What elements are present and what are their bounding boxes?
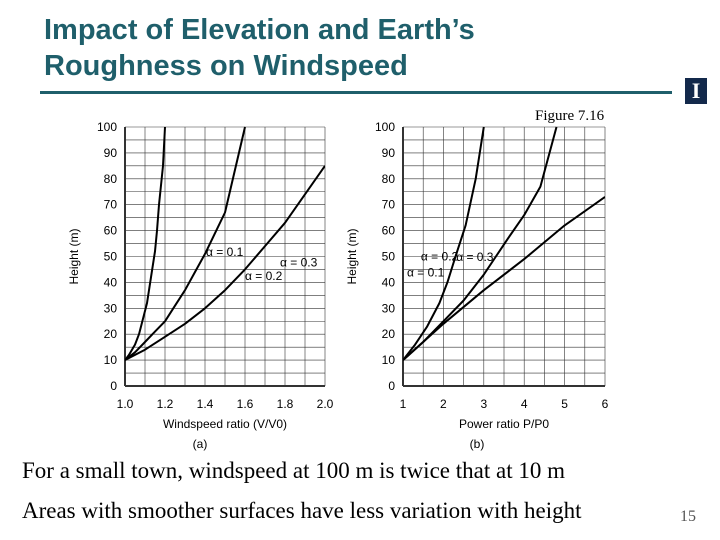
panel-a-xtick-label: 2.0 — [317, 397, 334, 411]
panel-a-ytick-label: 60 — [104, 224, 118, 238]
panel-a-ytick-label: 80 — [104, 172, 118, 186]
panel-a-panel-label: (a) — [193, 437, 208, 451]
panel-b-x-axis-label: Power ratio P/P0 — [459, 417, 549, 431]
title-line-1: Impact of Elevation and Earth’s — [44, 14, 475, 46]
panel-b-series-label-1: α = 0.1 — [407, 265, 445, 279]
panel-b-y-axis-label: Height (m) — [345, 228, 359, 284]
panel-a-series-line-3 — [125, 165, 325, 361]
panel-a-ytick-label: 10 — [104, 353, 118, 367]
panel-b-series-line-3 — [403, 196, 605, 361]
panel-b-ytick-label: 10 — [382, 353, 396, 367]
panel-b-xtick-label: 3 — [480, 397, 487, 411]
panel-a-series-label-1: α = 0.1 — [206, 245, 244, 259]
panel-a-series-label-3: α = 0.3 — [280, 255, 318, 269]
panel-b-ytick-label: 0 — [388, 379, 395, 393]
panel-b-xtick-label: 5 — [561, 397, 568, 411]
figure-caption: Figure 7.16 — [535, 108, 605, 124]
panel-b-ytick-label: 60 — [382, 224, 396, 238]
panel-a-xtick-label: 1.2 — [157, 397, 174, 411]
panel-a-ytick-label: 20 — [104, 327, 118, 341]
panel-a-ytick-label: 0 — [110, 379, 117, 393]
panel-b-xtick-label: 2 — [440, 397, 447, 411]
panel-b-series-line-1 — [403, 126, 485, 361]
note-line-2: Areas with smoother surfaces have less v… — [22, 498, 582, 523]
panel-b-ytick-label: 30 — [382, 301, 396, 315]
panel-b-ytick-label: 50 — [382, 250, 396, 264]
note-line-1: For a small town, windspeed at 100 m is … — [22, 458, 565, 483]
panel-a-ytick-label: 100 — [97, 120, 117, 134]
panel-b-panel-label: (b) — [470, 437, 485, 451]
panel-a-xtick-label: 1.6 — [237, 397, 254, 411]
panel-a-x-axis-label: Windspeed ratio (V/V0) — [163, 417, 287, 431]
slide-title: Impact of Elevation and Earth’s Roughnes… — [44, 12, 475, 84]
page-number: 15 — [680, 508, 696, 525]
panel-a-ytick-label: 70 — [104, 198, 118, 212]
panel-b-xtick-label: 4 — [521, 397, 528, 411]
title-underline — [40, 91, 672, 94]
panel-a-series-label-2: α = 0.2 — [245, 269, 283, 283]
panel-b-xtick-label: 1 — [400, 397, 407, 411]
panel-b-ytick-label: 40 — [382, 275, 396, 289]
panel-b-ytick-label: 70 — [382, 198, 396, 212]
title-line-2: Roughness on Windspeed — [44, 50, 408, 82]
panel-a-series-line-1 — [125, 126, 166, 361]
panel-b-ytick-label: 90 — [382, 146, 396, 160]
panel-b-ytick-label: 80 — [382, 172, 396, 186]
panel-a-series-line-2 — [125, 126, 246, 361]
panel-b-series-label-2: α = 0.2 — [421, 250, 459, 264]
panel-a-ytick-label: 50 — [104, 250, 118, 264]
panel-b-xtick-label: 6 — [602, 397, 609, 411]
panel-a-y-axis-label: Height (m) — [67, 228, 81, 284]
panel-a-xtick-label: 1.0 — [117, 397, 134, 411]
panel-b-series-label-3: α = 0.3 — [456, 250, 494, 264]
university-logo-icon: I — [685, 78, 707, 104]
panel-b-ytick-label: 100 — [375, 120, 395, 134]
panel-a-ytick-label: 90 — [104, 146, 118, 160]
panel-b-ytick-label: 20 — [382, 327, 396, 341]
panel-a-xtick-label: 1.8 — [277, 397, 294, 411]
panel-a-xtick-label: 1.4 — [197, 397, 214, 411]
panel-a-ytick-label: 40 — [104, 275, 118, 289]
panel-a-ytick-label: 30 — [104, 301, 118, 315]
